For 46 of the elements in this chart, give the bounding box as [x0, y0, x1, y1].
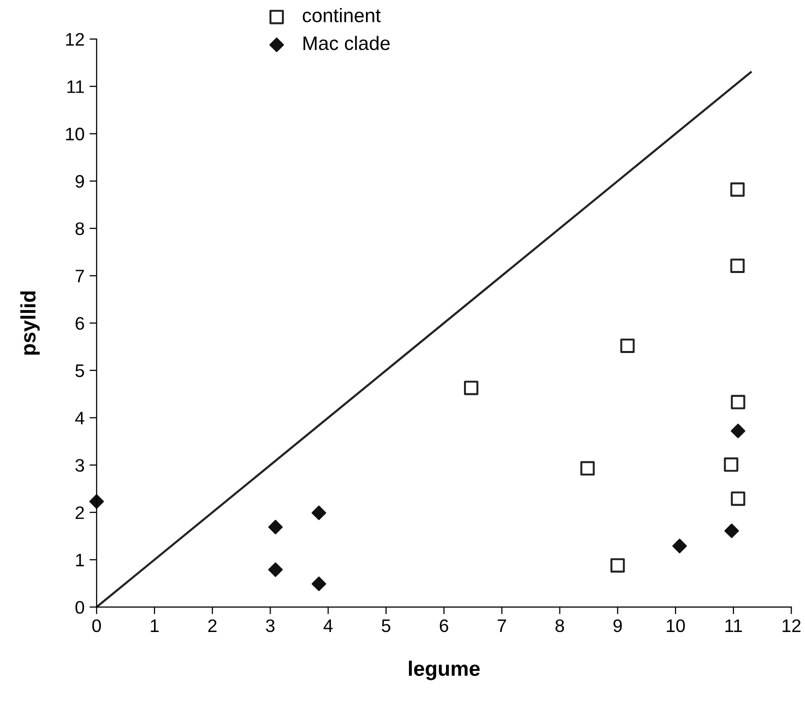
point	[620, 338, 635, 353]
x-tick-label: 2	[208, 619, 216, 632]
point	[312, 506, 326, 520]
x-axis-title: legume	[408, 660, 480, 680]
y-tick-label: 1	[76, 554, 84, 566]
point	[580, 461, 595, 476]
x-tick-label: 5	[382, 620, 390, 632]
point	[610, 558, 625, 573]
y-tick-label: 10	[66, 128, 84, 140]
point	[730, 424, 746, 438]
x-tick-label: 8	[556, 619, 564, 632]
x-tick-label: 3	[266, 619, 275, 632]
y-tick-label: 11	[67, 80, 84, 93]
point	[730, 394, 746, 410]
x-tick-label: 1	[150, 620, 159, 632]
legend-label: Mac clade	[304, 36, 390, 50]
x-tick-label: 4	[324, 620, 333, 632]
point	[730, 182, 745, 197]
point	[724, 457, 738, 472]
y-axis-title: psyllid	[20, 291, 40, 355]
point	[672, 538, 687, 554]
y-tick-label: 7	[76, 270, 84, 282]
x-tick-label: 12	[782, 619, 800, 632]
x-tick-label: 6	[440, 619, 448, 632]
point	[464, 380, 478, 396]
point	[724, 524, 739, 538]
y-tick-label: 4	[75, 412, 84, 424]
y-tick-label: 12	[66, 32, 84, 46]
legend-label: continent	[302, 8, 381, 22]
y-tick-label: 0	[75, 600, 84, 614]
y-tick-label: 9	[76, 174, 84, 188]
y-tick-label: 5	[75, 364, 84, 378]
point	[312, 576, 326, 592]
x-tick-label: 10	[666, 619, 685, 632]
point	[730, 258, 745, 273]
y-tick-label: 8	[76, 222, 84, 236]
x-tick-label: 0	[92, 619, 101, 632]
y-tick-label: 3	[75, 458, 84, 472]
y-tick-label: 6	[76, 316, 84, 330]
point	[268, 562, 283, 577]
x-tick-label: 11	[725, 620, 742, 632]
x-tick-label: 7	[498, 620, 506, 632]
y-tick-label: 2	[76, 506, 84, 519]
point	[730, 491, 746, 506]
point	[268, 520, 283, 534]
x-tick-label: 9	[613, 619, 622, 632]
